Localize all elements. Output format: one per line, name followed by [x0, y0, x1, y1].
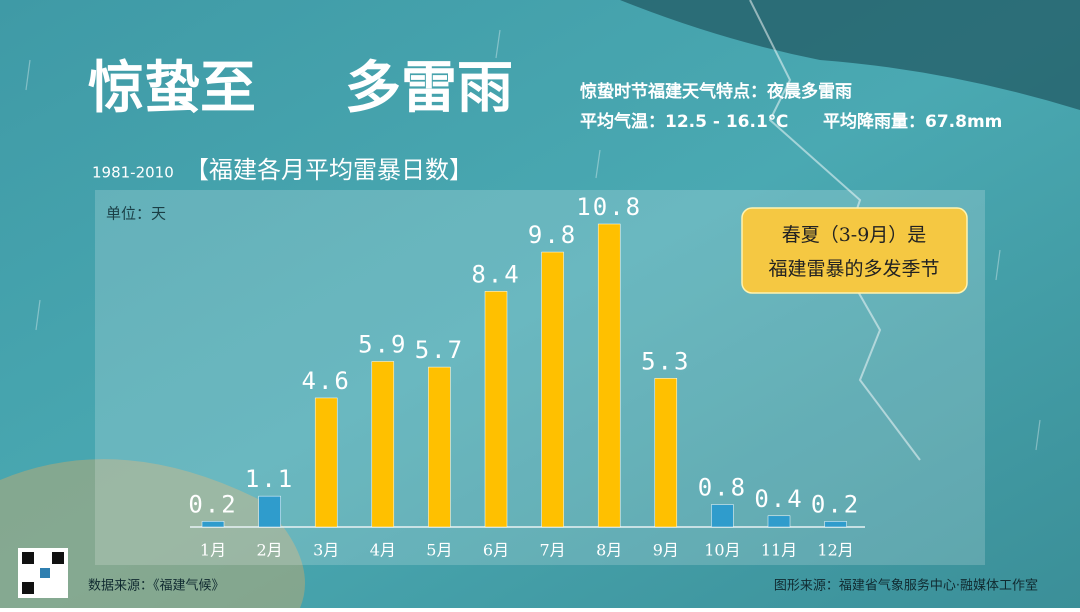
data-label: 10.8 — [576, 193, 642, 221]
bar — [541, 251, 564, 528]
unit-label: 单位：天 — [106, 205, 166, 223]
data-label: 9.8 — [528, 221, 577, 249]
bar — [484, 291, 508, 528]
x-tick-label: 9月 — [653, 541, 679, 560]
bar — [597, 223, 621, 528]
annotation-line: 春夏（3-9月）是 — [782, 224, 927, 246]
chart-title: 【福建各月平均雷暴日数】 — [185, 156, 473, 184]
temperature: 平均气温：12.5 - 16.1℃ — [580, 111, 788, 132]
annotation-box — [741, 207, 968, 294]
data-label: 0.2 — [188, 490, 237, 518]
x-tick-label: 6月 — [483, 541, 509, 560]
x-tick-label: 5月 — [426, 541, 452, 560]
data-label: 5.3 — [641, 347, 690, 375]
data-label: 8.4 — [471, 260, 520, 288]
x-tick-label: 11月 — [761, 541, 797, 560]
data-source: 数据来源：《福建气候》 — [88, 578, 225, 594]
x-tick-label: 1月 — [200, 541, 226, 560]
x-tick-label: 10月 — [704, 541, 740, 560]
bar — [314, 397, 338, 528]
x-tick-label: 2月 — [257, 541, 283, 560]
x-tick-label: 8月 — [596, 541, 622, 560]
data-label: 5.9 — [358, 330, 407, 358]
bar — [371, 361, 395, 528]
x-tick-label: 4月 — [370, 541, 396, 560]
data-label: 1.1 — [245, 465, 294, 493]
bar — [824, 521, 847, 528]
x-tick-label: 12月 — [817, 541, 853, 560]
headline-left: 惊蛰至 — [88, 56, 256, 121]
x-tick-label: 7月 — [540, 541, 566, 560]
data-label: 0.8 — [698, 474, 747, 502]
chart-subtitle: 1981-2010 — [92, 164, 174, 182]
feature: 惊蛰时节福建天气特点：夜晨多雷雨 — [580, 81, 852, 102]
headline-right: 多雷雨 — [345, 56, 513, 121]
bar — [654, 378, 678, 528]
data-label: 0.2 — [811, 490, 860, 518]
data-label: 4.6 — [302, 367, 351, 395]
graphic-source: 图形来源：福建省气象服务中心·融媒体工作室 — [774, 578, 1038, 594]
annotation-line: 福建雷暴的多发季节 — [768, 258, 939, 280]
bar — [201, 521, 225, 528]
data-label: 5.7 — [415, 336, 464, 364]
bar — [711, 504, 734, 528]
forest-texture — [620, 0, 1080, 110]
bar — [428, 366, 451, 528]
rainfall: 平均降雨量：67.8mm — [823, 111, 1002, 132]
x-tick-label: 3月 — [313, 541, 339, 560]
data-label: 0.4 — [754, 485, 803, 513]
bar — [258, 495, 281, 528]
land-texture — [0, 459, 305, 608]
bar — [767, 515, 791, 528]
rain — [25, 29, 1041, 451]
qr-code — [18, 548, 68, 598]
